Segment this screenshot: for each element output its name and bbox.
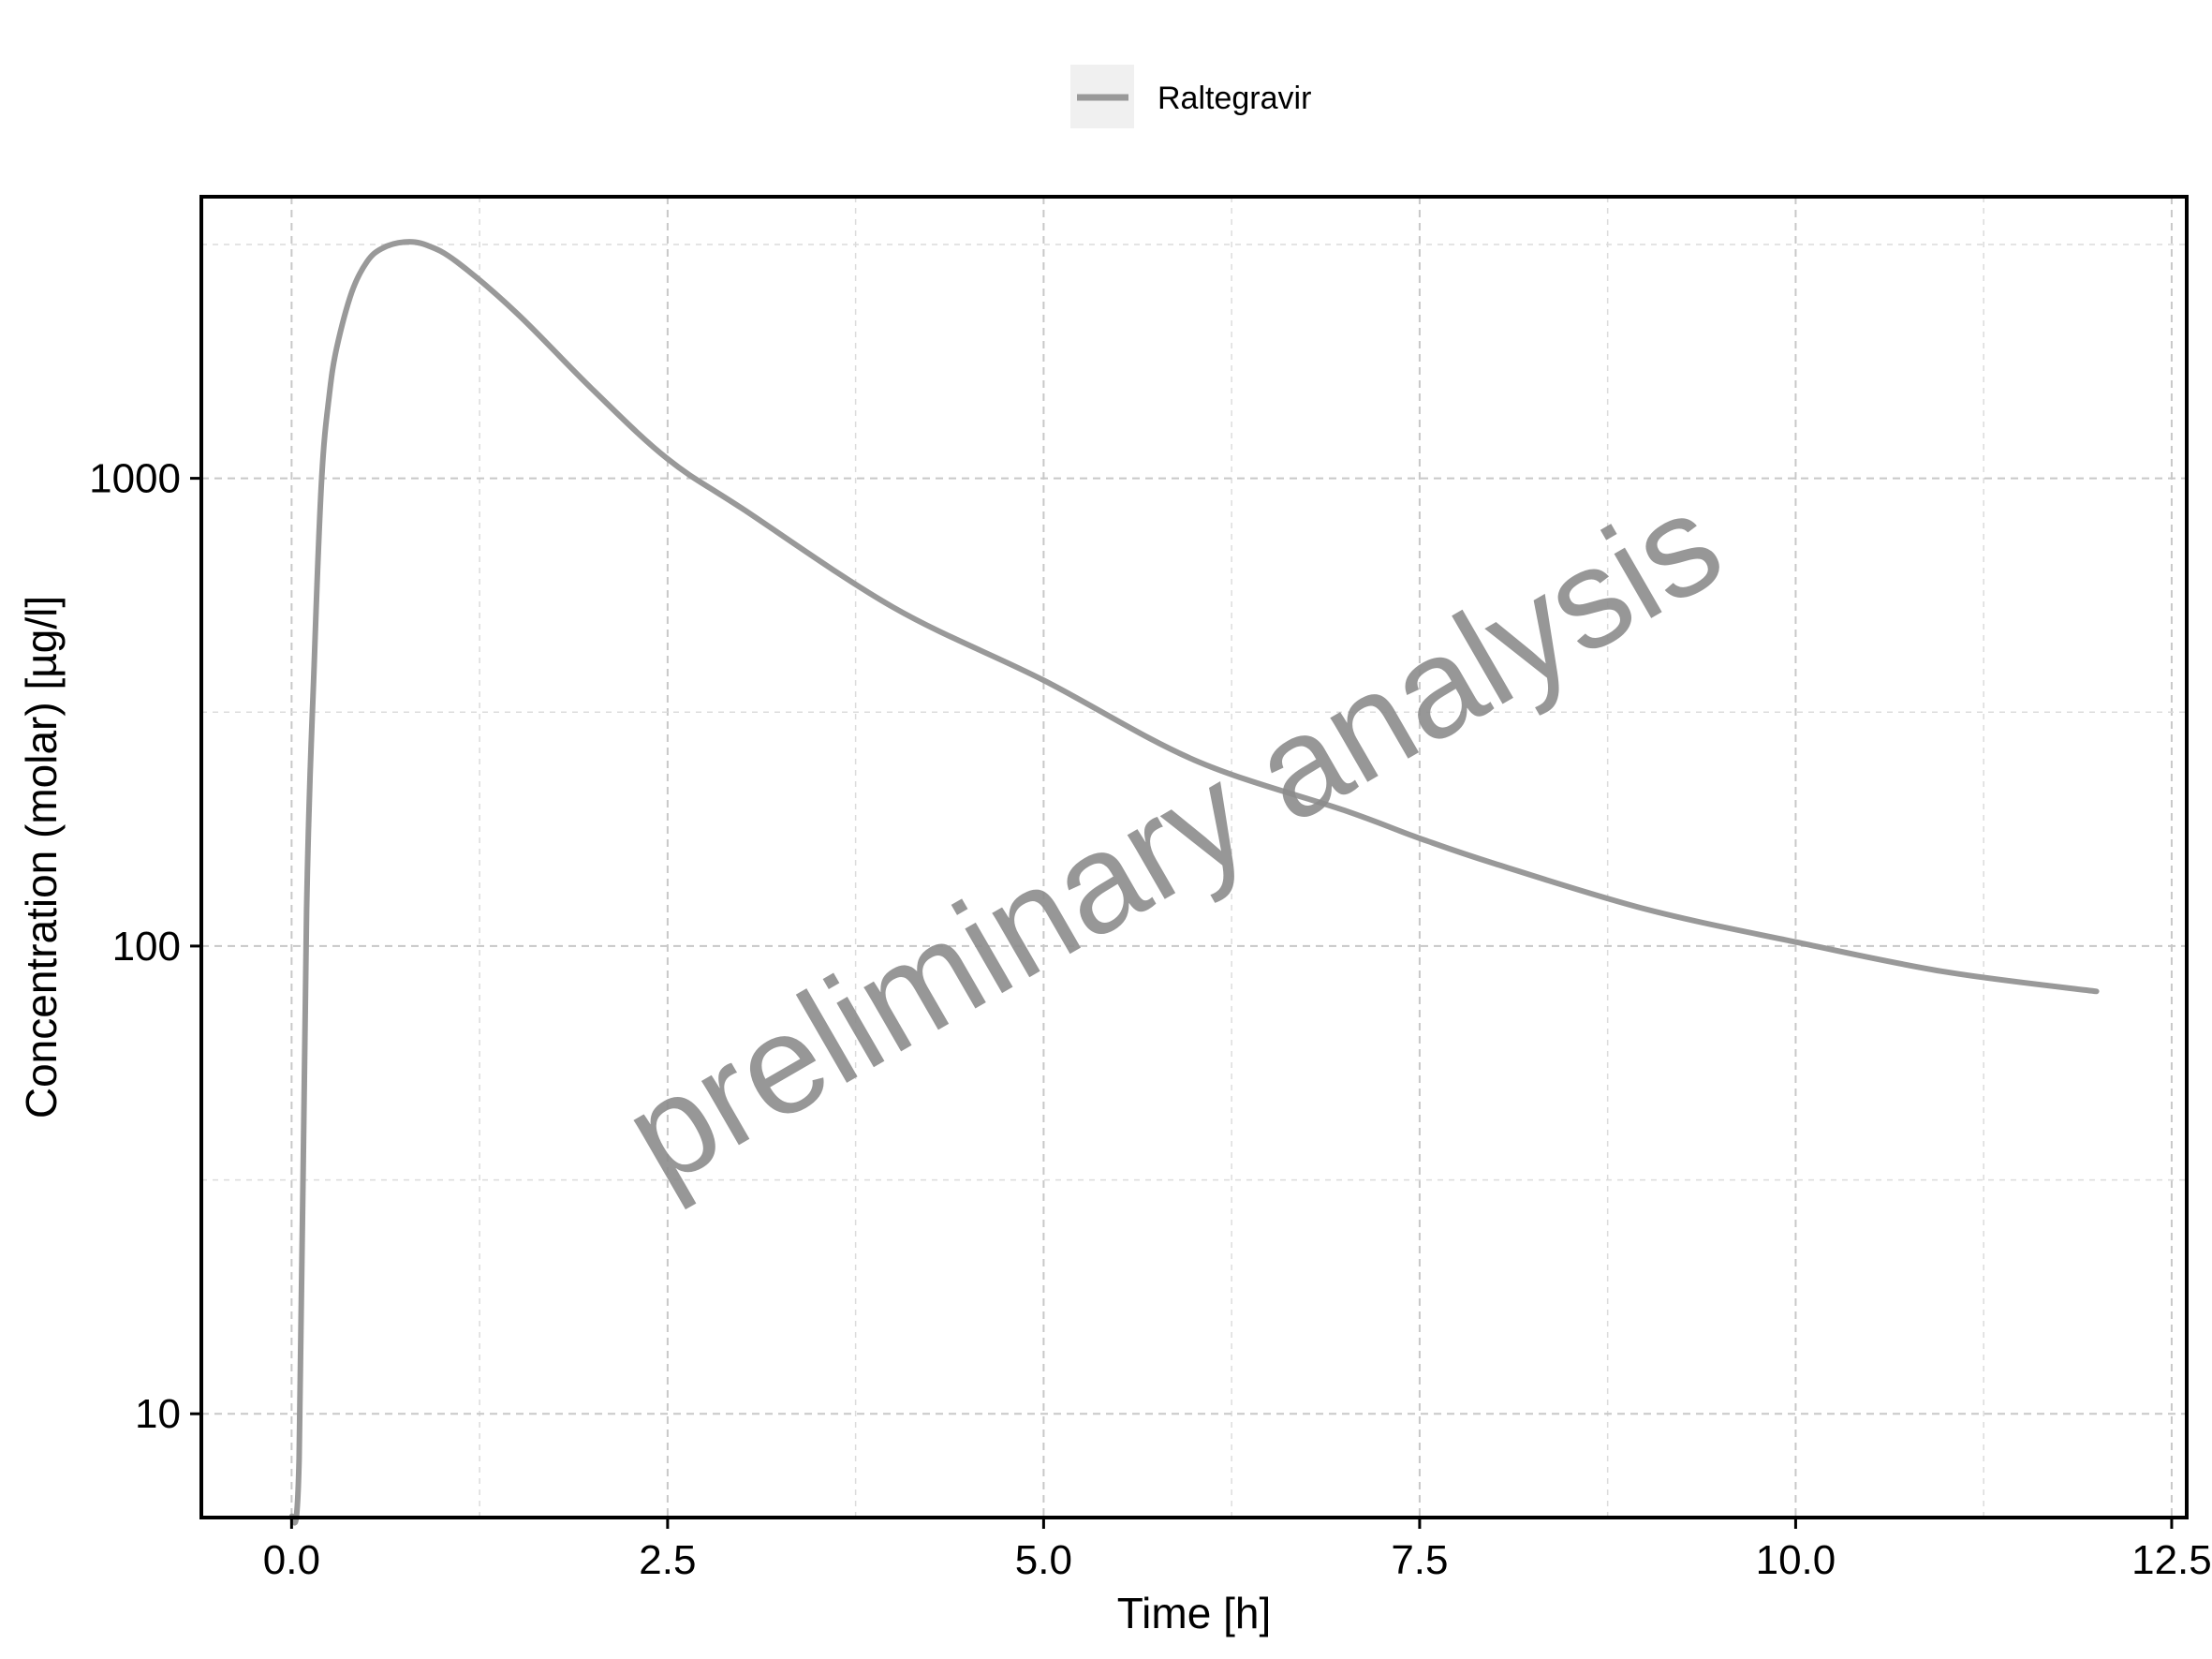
x-tick-label: 10.0: [1756, 1537, 1836, 1583]
legend: Raltegravir: [1070, 65, 1311, 128]
x-tick-label: 2.5: [639, 1537, 696, 1583]
x-tick-label: 7.5: [1391, 1537, 1448, 1583]
y-axis-ticks: 10 100 1000: [89, 456, 201, 1437]
x-tick-label: 12.5: [2131, 1537, 2212, 1583]
y-axis-title: Concentration (molar) [µg/l]: [17, 596, 66, 1118]
x-axis-title: Time [h]: [1117, 1589, 1271, 1637]
grid: [201, 197, 2187, 1518]
y-tick-label: 10: [135, 1391, 181, 1437]
series-layer: [288, 239, 2100, 1526]
y-tick-label: 1000: [89, 456, 181, 502]
watermark-text: preliminary analysis: [599, 462, 1747, 1215]
series-line-raltegravir: [288, 239, 2100, 1526]
x-axis-ticks: 0.0 2.5 5.0 7.5 10.0 12.5: [263, 1518, 2212, 1583]
x-tick-label: 5.0: [1015, 1537, 1072, 1583]
x-tick-label: 0.0: [263, 1537, 320, 1583]
plot-frame: [199, 195, 2189, 1519]
y-tick-label: 100: [112, 924, 181, 970]
legend-label-raltegravir: Raltegravir: [1158, 81, 1311, 116]
